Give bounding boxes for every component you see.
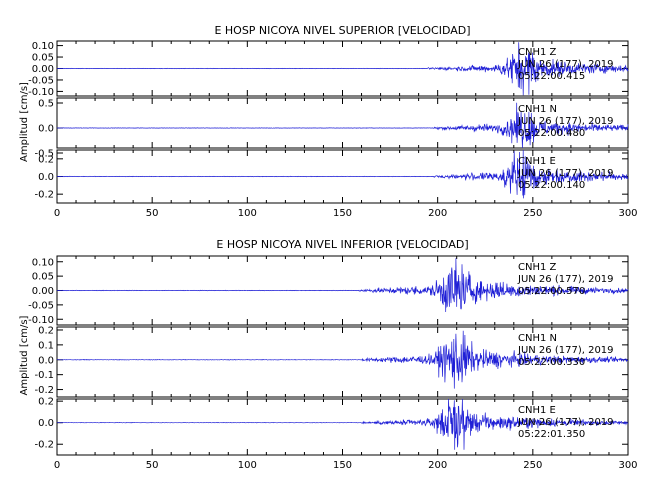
y-tick-label: -0.5 (34, 149, 54, 160)
x-tick-label: 100 (238, 460, 257, 471)
x-tick-label: 200 (428, 208, 447, 219)
y-tick-label: -0.2 (34, 190, 54, 201)
trace-date-label: JUN 26 (177), 2019 (517, 59, 614, 70)
trace-time-label: 05:22:01.350 (518, 429, 585, 440)
y-tick-label: 0.2 (38, 325, 54, 336)
trace-date-label: JUN 26 (177), 2019 (517, 274, 614, 285)
y-tick-label: 0.1 (38, 340, 54, 351)
trace-time-label: 05:22:00.140 (518, 180, 585, 191)
x-tick-label: 50 (146, 460, 159, 471)
trace-station-label: CNH1 E (518, 156, 556, 167)
seismic-trace (56, 102, 629, 149)
trace-time-label: 05:22:00.480 (518, 128, 585, 139)
trace-station-label: CNH1 Z (518, 47, 557, 58)
x-tick-label: 250 (523, 460, 542, 471)
y-tick-label: -0.10 (28, 315, 54, 326)
trace-station-label: CNH1 N (518, 333, 557, 344)
x-tick-label: 0 (54, 208, 60, 219)
x-tick-label: 100 (238, 208, 257, 219)
trace-time-label: 05:22:00.415 (518, 71, 585, 82)
labels-layer: E HOSP NICOYA NIVEL SUPERIOR [VELOCIDAD]… (19, 24, 638, 471)
y-tick-label: 0.0 (38, 124, 54, 135)
y-tick-label: 0.10 (32, 257, 54, 268)
y-tick-label: -0.05 (28, 75, 54, 86)
seismic-trace (56, 330, 629, 389)
y-tick-label: 0.10 (32, 41, 54, 52)
y-tick-label: 0.2 (38, 397, 54, 408)
y-tick-label: 0.00 (32, 286, 54, 297)
panel-title: E HOSP NICOYA NIVEL INFERIOR [VELOCIDAD] (216, 238, 468, 251)
y-axis-label: Amplitud [cm/s] (19, 82, 30, 162)
seismic-trace (56, 258, 629, 313)
y-tick-label: 0.5 (38, 99, 54, 110)
axes-layer (56, 40, 629, 456)
trace-station-label: CNH1 N (518, 104, 557, 115)
x-tick-label: 0 (54, 460, 60, 471)
x-tick-label: 50 (146, 208, 159, 219)
trace-time-label: 05:22:00.570 (518, 286, 585, 297)
x-tick-label: 150 (333, 460, 352, 471)
trace-station-label: CNH1 E (518, 405, 556, 416)
y-tick-label: -0.2 (34, 440, 54, 451)
y-tick-label: -0.2 (34, 385, 54, 396)
y-tick-label: -0.05 (28, 300, 54, 311)
y-tick-label: -0.10 (28, 87, 54, 98)
trace-date-label: JUN 26 (177), 2019 (517, 345, 614, 356)
y-tick-label: -0.1 (34, 370, 54, 381)
seismic-trace (57, 149, 629, 199)
y-tick-label: 0.0 (38, 172, 54, 183)
x-tick-label: 200 (428, 460, 447, 471)
y-tick-label: 0.05 (32, 53, 54, 64)
x-tick-label: 300 (618, 208, 637, 219)
y-tick-label: 0.00 (32, 64, 54, 75)
trace-station-label: CNH1 Z (518, 262, 557, 273)
y-axis-label: Amplitud [cm/s] (19, 315, 30, 395)
y-tick-label: 0.0 (38, 418, 54, 429)
seismic-trace (57, 398, 629, 450)
y-tick-label: 0.0 (38, 355, 54, 366)
trace-date-label: JUN 26 (177), 2019 (517, 417, 614, 428)
x-tick-label: 150 (333, 208, 352, 219)
y-tick-label: 0.05 (32, 272, 54, 283)
panel-title: E HOSP NICOYA NIVEL SUPERIOR [VELOCIDAD] (214, 24, 470, 37)
y-tick-label: 0.2 (38, 154, 54, 165)
x-tick-label: 300 (618, 460, 637, 471)
traces-layer (56, 42, 629, 450)
x-tick-label: 250 (523, 208, 542, 219)
trace-date-label: JUN 26 (177), 2019 (517, 168, 614, 179)
trace-time-label: 05:22:00.330 (518, 357, 585, 368)
seismic-trace (56, 42, 629, 96)
trace-date-label: JUN 26 (177), 2019 (517, 116, 614, 127)
